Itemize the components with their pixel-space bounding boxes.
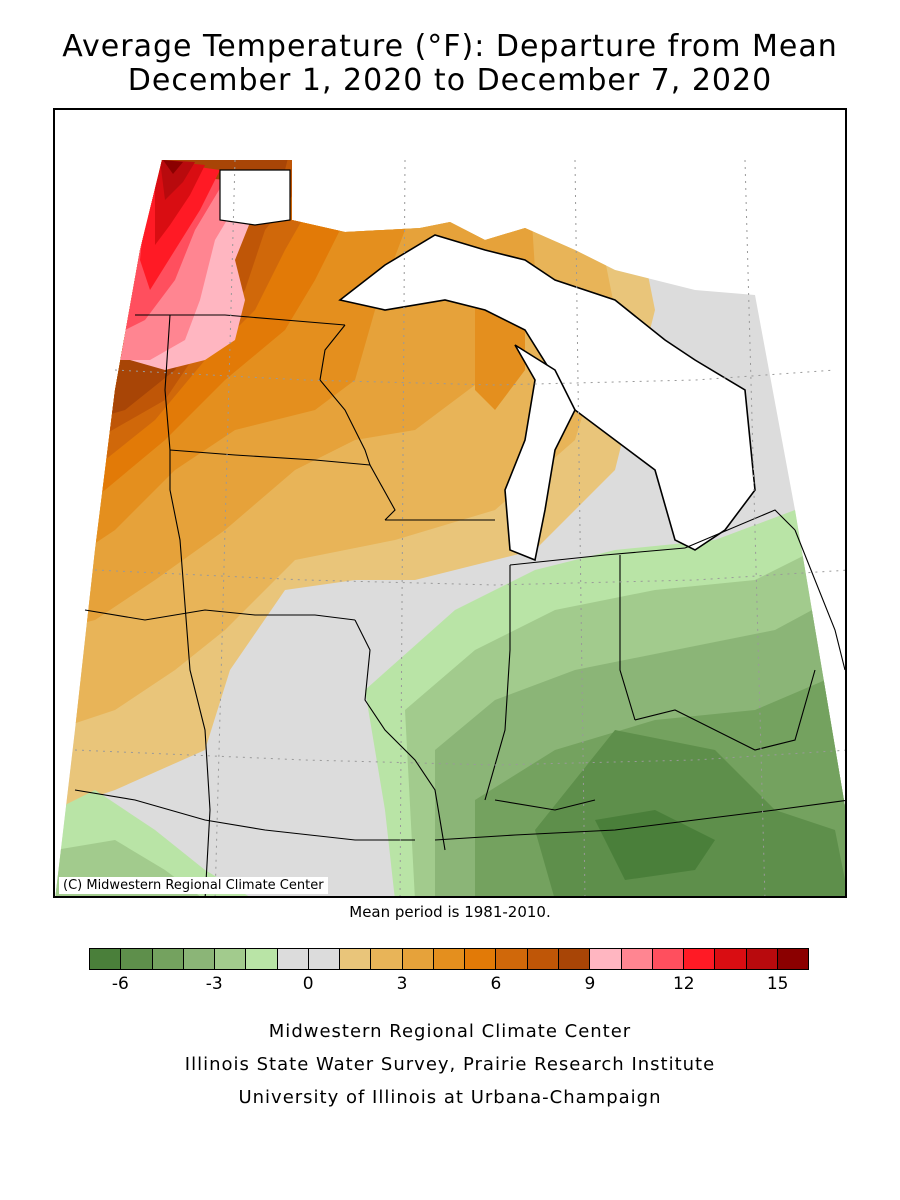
legend-swatch	[433, 949, 466, 969]
legend-swatch	[652, 949, 685, 969]
legend-swatch	[308, 949, 341, 969]
legend-swatch	[590, 949, 622, 969]
temperature-departure-map	[55, 159, 845, 896]
legend-tick: 0	[302, 974, 314, 994]
legend-swatch	[90, 949, 122, 969]
legend-tick: 12	[672, 974, 695, 994]
legend-swatch	[215, 949, 247, 969]
state-borders	[74, 314, 845, 896]
legend-tick-labels: -6 -3 0 3 6 9 12 15	[89, 970, 809, 995]
legend-swatch	[183, 949, 216, 969]
legend-tick: 3	[396, 974, 408, 994]
legend-swatch	[621, 949, 653, 969]
map-date-range: December 1, 2020 to December 7, 2020	[127, 63, 773, 98]
legend-tick: 15	[766, 974, 789, 994]
footer-university: University of Illinois at Urbana-Champai…	[238, 1087, 662, 1108]
footer-organization: Midwestern Regional Climate Center	[268, 1021, 632, 1042]
legend-swatch	[340, 949, 372, 969]
great-lakes	[219, 169, 756, 562]
legend-swatch	[465, 949, 497, 969]
legend-tick: -6	[111, 974, 129, 994]
legend-swatch	[277, 949, 309, 969]
legend-swatch	[152, 949, 184, 969]
legend-tick: 9	[584, 974, 596, 994]
legend-tick: -3	[205, 974, 223, 994]
copyright-label: (C) Midwestern Regional Climate Center	[59, 877, 328, 894]
legend-swatch	[371, 949, 403, 969]
legend-swatch	[496, 949, 528, 969]
legend-swatch	[246, 949, 278, 969]
map-title: Average Temperature (°F): Departure from…	[62, 29, 838, 64]
legend-swatch	[558, 949, 591, 969]
legend-swatch	[402, 949, 434, 969]
legend-swatch	[684, 949, 716, 969]
legend-swatch	[746, 949, 778, 969]
map-panel: (C) Midwestern Regional Climate Center	[53, 108, 847, 898]
footer-survey: Illinois State Water Survey, Prairie Res…	[184, 1054, 716, 1075]
color-legend-bar	[89, 948, 809, 970]
legend-swatch	[715, 949, 747, 969]
legend-swatch	[777, 949, 809, 969]
legend-tick: 6	[490, 974, 502, 994]
graticule	[74, 159, 845, 896]
mean-period-note: Mean period is 1981-2010.	[349, 903, 551, 921]
legend-swatch	[527, 949, 559, 969]
legend-swatch	[121, 949, 153, 969]
